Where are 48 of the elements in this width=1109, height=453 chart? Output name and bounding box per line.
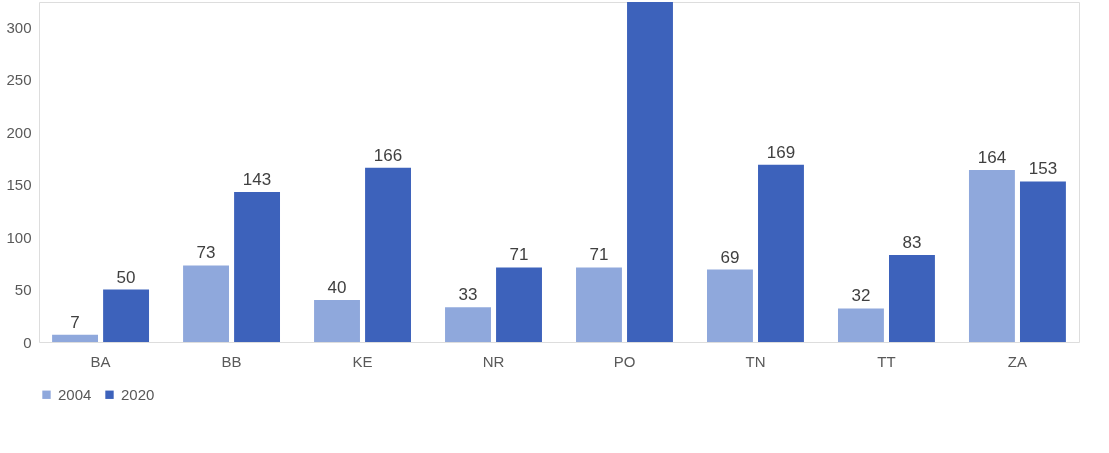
bar — [365, 167, 411, 342]
x-tick-label: BB — [221, 352, 242, 370]
data-label: 7 — [70, 312, 80, 332]
y-tick-label: 100 — [6, 228, 32, 246]
bar — [758, 164, 804, 342]
legend-label: 2004 — [58, 385, 92, 403]
data-label: 73 — [196, 243, 216, 263]
data-label: 166 — [373, 145, 403, 165]
legend-label: 2020 — [121, 385, 155, 403]
data-label: 153 — [1028, 159, 1058, 179]
y-tick-label: 50 — [14, 281, 32, 299]
bar — [837, 308, 884, 342]
bar — [1019, 181, 1066, 342]
data-label: 83 — [902, 232, 922, 252]
y-tick-label: 300 — [6, 18, 32, 36]
bar — [576, 267, 622, 342]
y-tick-label: 200 — [6, 123, 32, 141]
bar — [103, 289, 150, 342]
data-label: 71 — [589, 245, 609, 265]
y-tick-label: 150 — [6, 176, 32, 194]
bar — [707, 269, 753, 342]
x-tick-label: TT — [877, 352, 896, 370]
bar — [52, 334, 99, 342]
data-label: 33 — [458, 285, 478, 305]
bar — [183, 265, 229, 342]
y-tick-label: 250 — [6, 71, 32, 89]
data-label: 50 — [116, 267, 136, 287]
data-label: 40 — [327, 278, 347, 298]
bar — [627, 2, 673, 342]
bar — [496, 267, 542, 342]
bar — [234, 191, 281, 342]
x-tick-label: BA — [90, 352, 111, 370]
x-tick-label: ZA — [1007, 352, 1028, 370]
data-label: 69 — [720, 247, 740, 267]
x-tick-label: PO — [613, 352, 636, 370]
data-label: 71 — [509, 245, 529, 265]
bar — [314, 300, 360, 342]
bar — [445, 307, 491, 342]
bar — [889, 254, 935, 342]
data-label: 32 — [851, 286, 871, 306]
x-tick-label: TN — [745, 352, 766, 370]
y-tick-label: 0 — [23, 333, 32, 351]
x-tick-label: KE — [352, 352, 373, 370]
bar — [968, 169, 1015, 342]
data-label: 143 — [242, 169, 272, 189]
x-tick-label: NR — [482, 352, 505, 370]
data-label: 169 — [766, 142, 796, 162]
data-label: 164 — [977, 147, 1007, 167]
